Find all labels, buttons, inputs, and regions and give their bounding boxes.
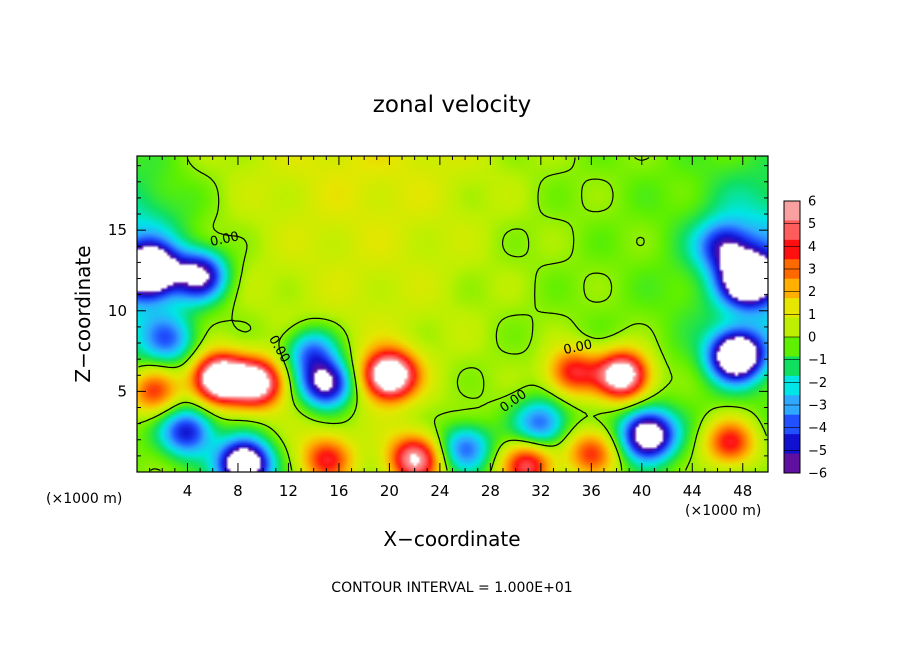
colorbar-tick-label: −1: [808, 353, 827, 368]
contour-label: 0.00: [209, 229, 240, 250]
colorbar: 6 5 4 3 2 1 0 −1 −2 −3 −4 −5 −6: [783, 195, 827, 482]
colorbar-tick-label: −3: [808, 399, 827, 414]
x-tick-label: 36: [582, 482, 601, 500]
colorbar-swatch: [784, 298, 800, 319]
y-axis-label: Z−coordinate: [71, 245, 95, 382]
y-tick-label: 10: [108, 302, 127, 320]
y-axis-ticks: 5 10 15: [108, 165, 768, 457]
contour-interval-note: CONTOUR INTERVAL = 1.000E+01: [331, 580, 572, 596]
velocity-heatmap: [137, 156, 768, 472]
x-tick-label: 20: [380, 482, 399, 500]
colorbar-tick-label: 6: [808, 195, 816, 210]
x-tick-label: 12: [279, 482, 298, 500]
colorbar-tick-label: 4: [808, 240, 816, 255]
colorbar-tick-label: −4: [808, 421, 827, 436]
colorbar-tick-label: −6: [808, 467, 827, 482]
x-tick-label: 40: [632, 482, 651, 500]
x-tick-label: 8: [233, 482, 243, 500]
colorbar-tick-label: 5: [808, 217, 816, 232]
colorbar-swatch: [784, 317, 800, 338]
colorbar-swatch: [784, 239, 800, 260]
colorbar-swatch: [784, 434, 800, 455]
colorbar-swatch: [784, 278, 800, 299]
colorbar-tick-label: 0: [808, 331, 816, 346]
colorbar-swatch: [784, 453, 800, 474]
y-tick-label: 5: [117, 382, 127, 400]
colorbar-swatch: [784, 356, 800, 377]
colorbar-tick-label: 2: [808, 285, 816, 300]
colorbar-tick-label: 3: [808, 263, 816, 278]
x-tick-label: 44: [683, 482, 702, 500]
x-tick-label: 28: [481, 482, 500, 500]
x-tick-label: 16: [329, 482, 348, 500]
colorbar-swatch: [784, 375, 800, 396]
x-tick-label: 32: [531, 482, 550, 500]
x-unit-left: (×1000 m): [46, 491, 122, 507]
x-axis-ticks: 4 8 12 16 20 24 28 32 36 40 44 48: [149, 156, 756, 500]
colorbar-swatch: [784, 414, 800, 435]
colorbar-tick-label: 1: [808, 308, 816, 323]
x-unit-right: (×1000 m): [685, 503, 761, 519]
x-tick-label: 48: [733, 482, 752, 500]
x-tick-label: 24: [430, 482, 449, 500]
chart-title: zonal velocity: [373, 92, 531, 118]
colorbar-swatch: [784, 220, 800, 241]
x-tick-label: 4: [183, 482, 193, 500]
colorbar-swatch: [784, 337, 800, 357]
x-axis-label: X−coordinate: [383, 527, 520, 551]
colorbar-tick-label: −2: [808, 376, 827, 391]
colorbar-swatch: [784, 201, 800, 221]
colorbar-tick-label: −5: [808, 444, 827, 459]
contour-label: 0.00: [562, 337, 593, 358]
y-tick-label: 15: [108, 221, 127, 239]
